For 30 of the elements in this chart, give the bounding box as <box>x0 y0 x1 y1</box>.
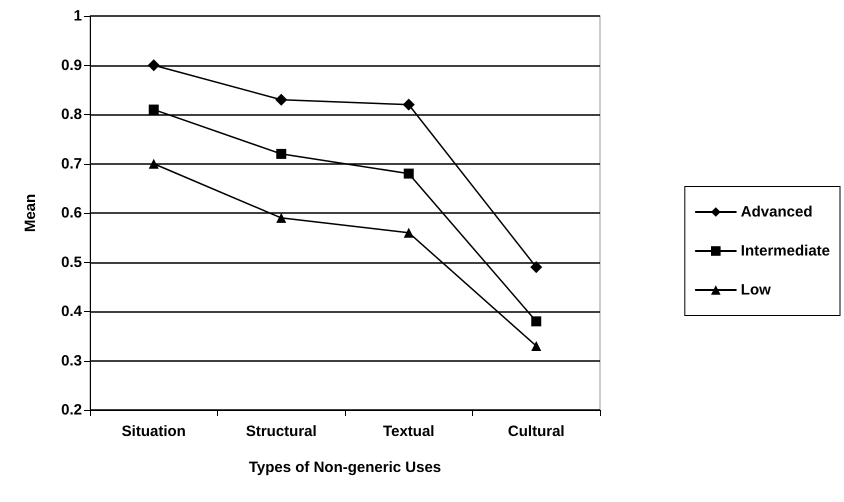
point <box>148 104 159 115</box>
point <box>276 148 286 159</box>
point <box>275 94 288 106</box>
point <box>404 168 414 179</box>
x-axis-title: Types of Non-generic Uses <box>248 459 442 476</box>
y-tick-label: 0.9 <box>61 56 82 74</box>
y-tick-label: 0.6 <box>61 204 82 222</box>
point <box>276 212 286 223</box>
x-tick-label: Cultural <box>508 423 565 440</box>
point <box>530 261 542 274</box>
y-tick-label: 0.4 <box>61 303 83 320</box>
point <box>531 340 542 351</box>
point <box>148 59 160 72</box>
point <box>531 316 542 326</box>
y-tick-label: 0.7 <box>61 155 82 172</box>
y-tick-label: 0.2 <box>61 402 82 418</box>
x-tick-label: Textual <box>383 423 434 440</box>
y-tick-label: 0.3 <box>61 352 82 370</box>
x-tick-label: Situation <box>122 423 186 440</box>
legend-label: Intermediate <box>740 242 830 260</box>
x-tick-label: Structural <box>246 423 317 440</box>
legend-label: Low <box>740 282 772 298</box>
y-tick-label: 0.8 <box>61 106 82 123</box>
point <box>148 158 159 169</box>
legend-label: Advanced <box>740 204 813 220</box>
point <box>404 228 414 238</box>
y-tick-label: 1 <box>74 8 82 24</box>
y-tick-label: 0.5 <box>61 254 82 271</box>
y-axis-title: Mean <box>22 194 39 232</box>
point <box>402 98 415 111</box>
